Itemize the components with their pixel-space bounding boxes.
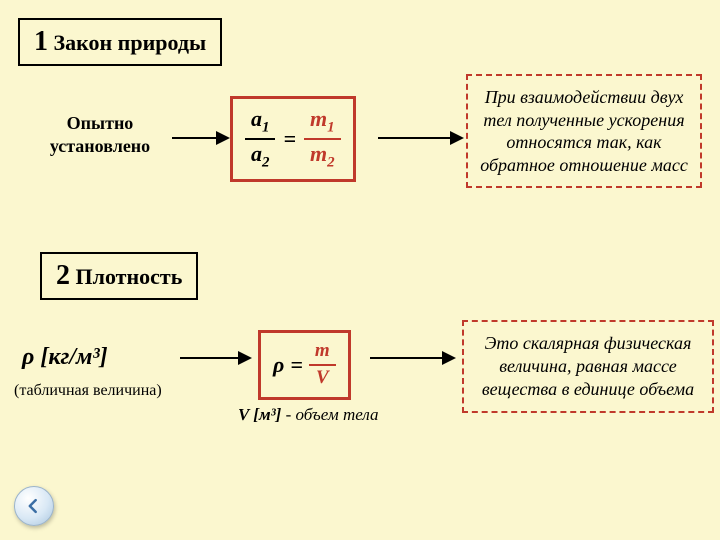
back-button[interactable] (14, 486, 54, 526)
f1-m1: m (310, 106, 327, 131)
f1-m1s: 1 (327, 119, 334, 135)
section2-header: 2 Плотность (40, 252, 198, 300)
section2-formula: ρ = m V (258, 330, 351, 400)
f1-a1: a (251, 106, 262, 131)
f1-m2: m (310, 141, 327, 166)
f2-eq: = (290, 352, 303, 378)
section2-unit-sublabel: (табличная величина) (14, 382, 162, 400)
section2-explanation: Это скалярная физическая величина, равна… (462, 320, 714, 413)
arrow-left-icon (24, 496, 44, 516)
label1-line1: Опытно (67, 113, 134, 133)
f1-a2s: 2 (262, 154, 269, 170)
f2-rho: ρ (273, 352, 284, 378)
section2-explanation-text: Это скалярная физическая величина, равна… (482, 333, 694, 399)
vol-sym: V [м³] (238, 405, 281, 424)
section2-title: Плотность (76, 264, 183, 289)
f1-a1s: 1 (262, 119, 269, 135)
vol-rest: - объем тела (281, 405, 378, 424)
section1-left-label: Опытно установлено (20, 112, 180, 157)
arrow-1b (378, 126, 464, 150)
section1-explanation: При взаимодействии двух тел полученные у… (466, 74, 702, 188)
f2-m: m (309, 341, 336, 366)
arrow-2b (370, 346, 456, 370)
arrow-1a (172, 126, 230, 150)
label1-line2: установлено (50, 136, 150, 156)
section2-unit-label: ρ [кг/м³] (22, 344, 108, 371)
section1-explanation-text: При взаимодействии двух тел полученные у… (480, 87, 688, 175)
section1-formula: a1 a2 = m1 m2 (230, 96, 356, 182)
f2-v: V (310, 366, 335, 389)
section1-title: Закон природы (54, 30, 207, 55)
volume-label: V [м³] - объем тела (238, 405, 379, 425)
f1-a2: a (251, 141, 262, 166)
section1-header: 1 Закон природы (18, 18, 222, 66)
f1-m2s: 2 (327, 154, 334, 170)
section2-number: 2 (56, 260, 70, 291)
section1-number: 1 (34, 26, 48, 57)
arrow-2a (180, 346, 252, 370)
